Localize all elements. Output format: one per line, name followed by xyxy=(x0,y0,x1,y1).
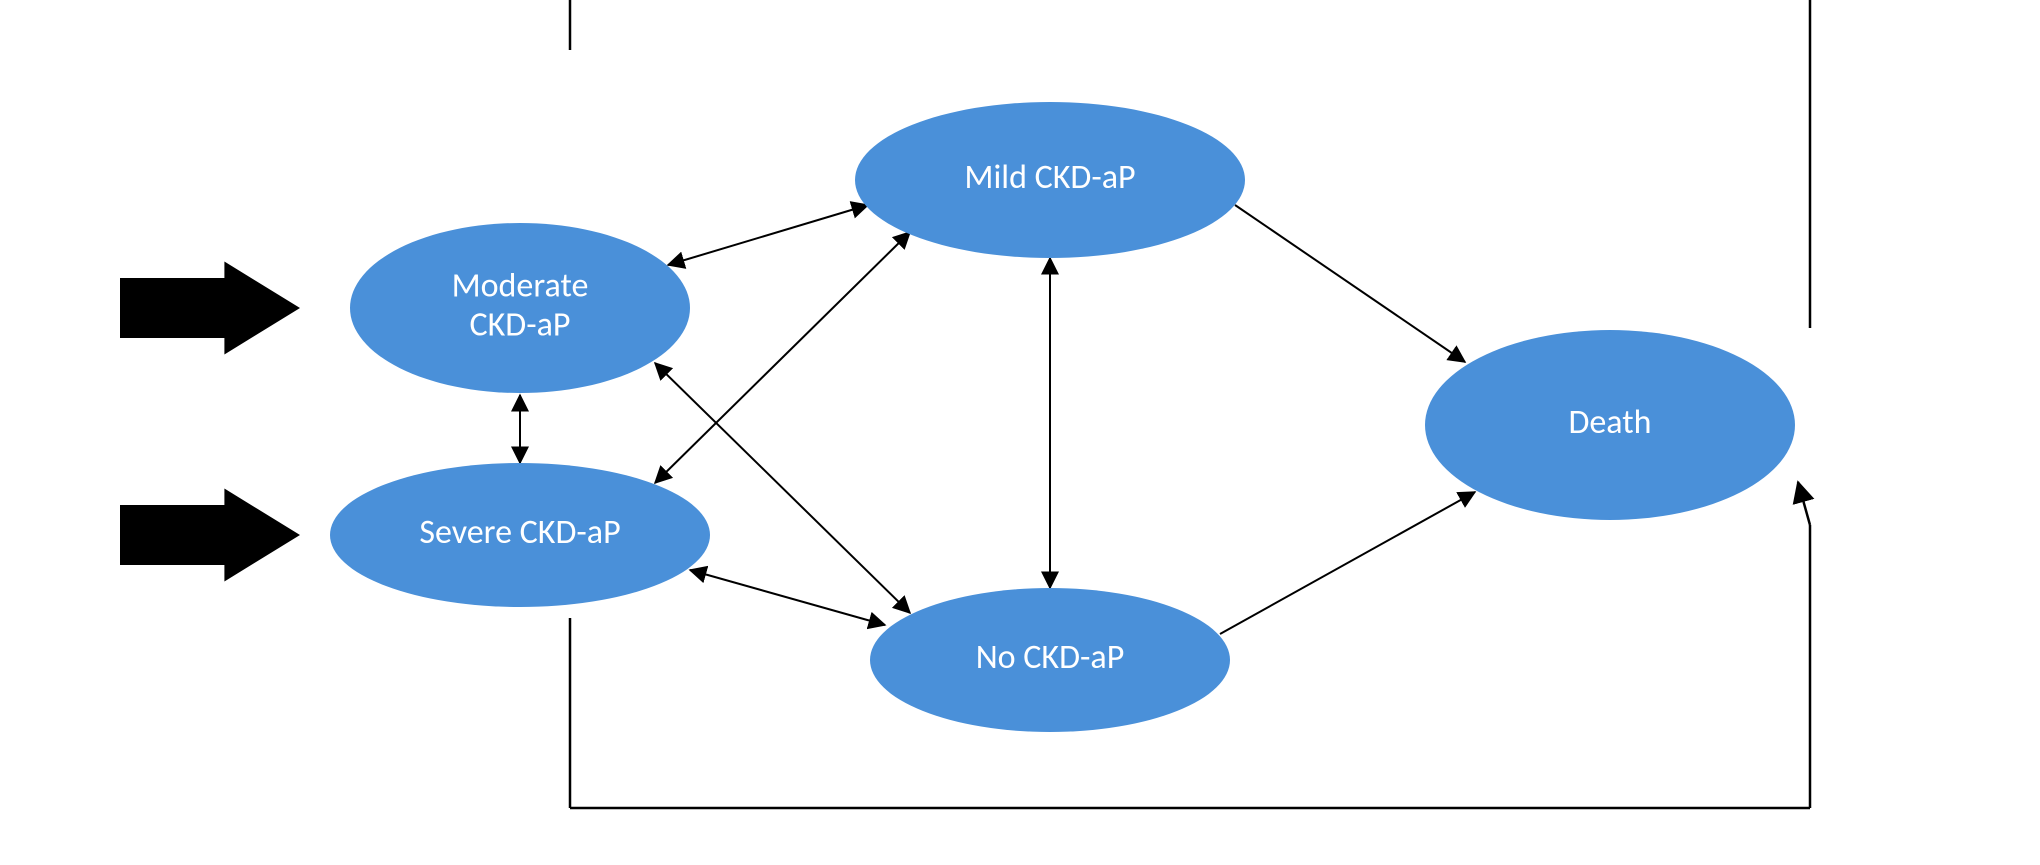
entry-arrow xyxy=(120,489,300,582)
edge-moderate-mild xyxy=(668,205,868,265)
node-label: Mild CKD-aP xyxy=(964,157,1135,198)
flowchart-diagram: ModerateCKD-aP Severe CKD-aP Mild CKD-aP No… xyxy=(0,0,2040,865)
node-death: Death xyxy=(1425,330,1795,520)
edge-severe-none xyxy=(690,570,885,625)
frame-arrow xyxy=(1798,482,1810,525)
node-label: Severe CKD-aP xyxy=(419,512,620,553)
edge-mild-death xyxy=(1235,205,1465,362)
node-label: Moderate xyxy=(452,266,589,307)
node-label: CKD-aP xyxy=(470,305,571,346)
edge-severe-mild xyxy=(655,232,910,483)
entry-arrows xyxy=(120,262,300,582)
edge-none-death xyxy=(1220,492,1475,634)
nodes: ModerateCKD-aP Severe CKD-aP Mild CKD-aP No… xyxy=(330,102,1795,732)
node-label: Death xyxy=(1568,402,1651,443)
node-severe: Severe CKD-aP xyxy=(330,463,710,607)
node-moderate: ModerateCKD-aP xyxy=(350,223,690,393)
node-mild: Mild CKD-aP xyxy=(855,102,1245,258)
entry-arrow xyxy=(120,262,300,355)
edge-moderate-none xyxy=(655,363,910,613)
node-label: No CKD-aP xyxy=(976,637,1125,678)
node-none: No CKD-aP xyxy=(870,588,1230,732)
